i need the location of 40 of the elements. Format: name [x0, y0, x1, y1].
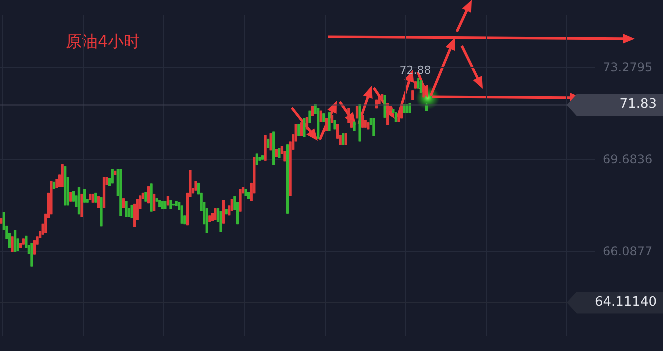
candlestick [194, 181, 198, 191]
candlestick [311, 106, 314, 116]
price-tag: 64.11140 [567, 292, 663, 314]
candlestick [298, 124, 300, 136]
candlestick [144, 192, 148, 202]
candlestick [170, 200, 172, 210]
ref-line-label: 64.11140 [594, 294, 657, 310]
candlestick [94, 192, 98, 203]
candlestick [70, 192, 72, 202]
y-tick-label: 66.0877 [603, 244, 653, 258]
candlestick [278, 148, 281, 158]
price-tag: 71.83 [567, 94, 663, 116]
candlestick [56, 179, 58, 188]
y-tick-label: 73.2795 [603, 60, 653, 74]
candlestick [353, 122, 356, 132]
candlestick [266, 138, 270, 148]
candlestick [261, 156, 264, 160]
candlestick [114, 170, 117, 176]
candlestick [342, 134, 345, 146]
y-tick-label: 69.6836 [603, 152, 653, 166]
candlestick [308, 110, 312, 124]
candlestick [33, 240, 36, 255]
candlestick [92, 194, 94, 203]
candlestick [166, 196, 170, 206]
candlestick [0, 218, 3, 224]
candlestick [89, 194, 92, 200]
candlestick [164, 201, 167, 210]
candlestick [275, 149, 278, 158]
candlestick [244, 189, 248, 196]
candlestick [20, 243, 22, 248]
candlestick [208, 216, 212, 222]
annotation: 72.88 [400, 64, 432, 77]
candlestick [22, 238, 25, 245]
candlestick [175, 201, 178, 206]
ref-line-label: 71.83 [620, 97, 657, 112]
candlestick [214, 208, 217, 220]
candlestick [258, 157, 262, 161]
candlestick [356, 106, 359, 119]
candlestick [111, 169, 114, 184]
candlestick [83, 189, 86, 203]
